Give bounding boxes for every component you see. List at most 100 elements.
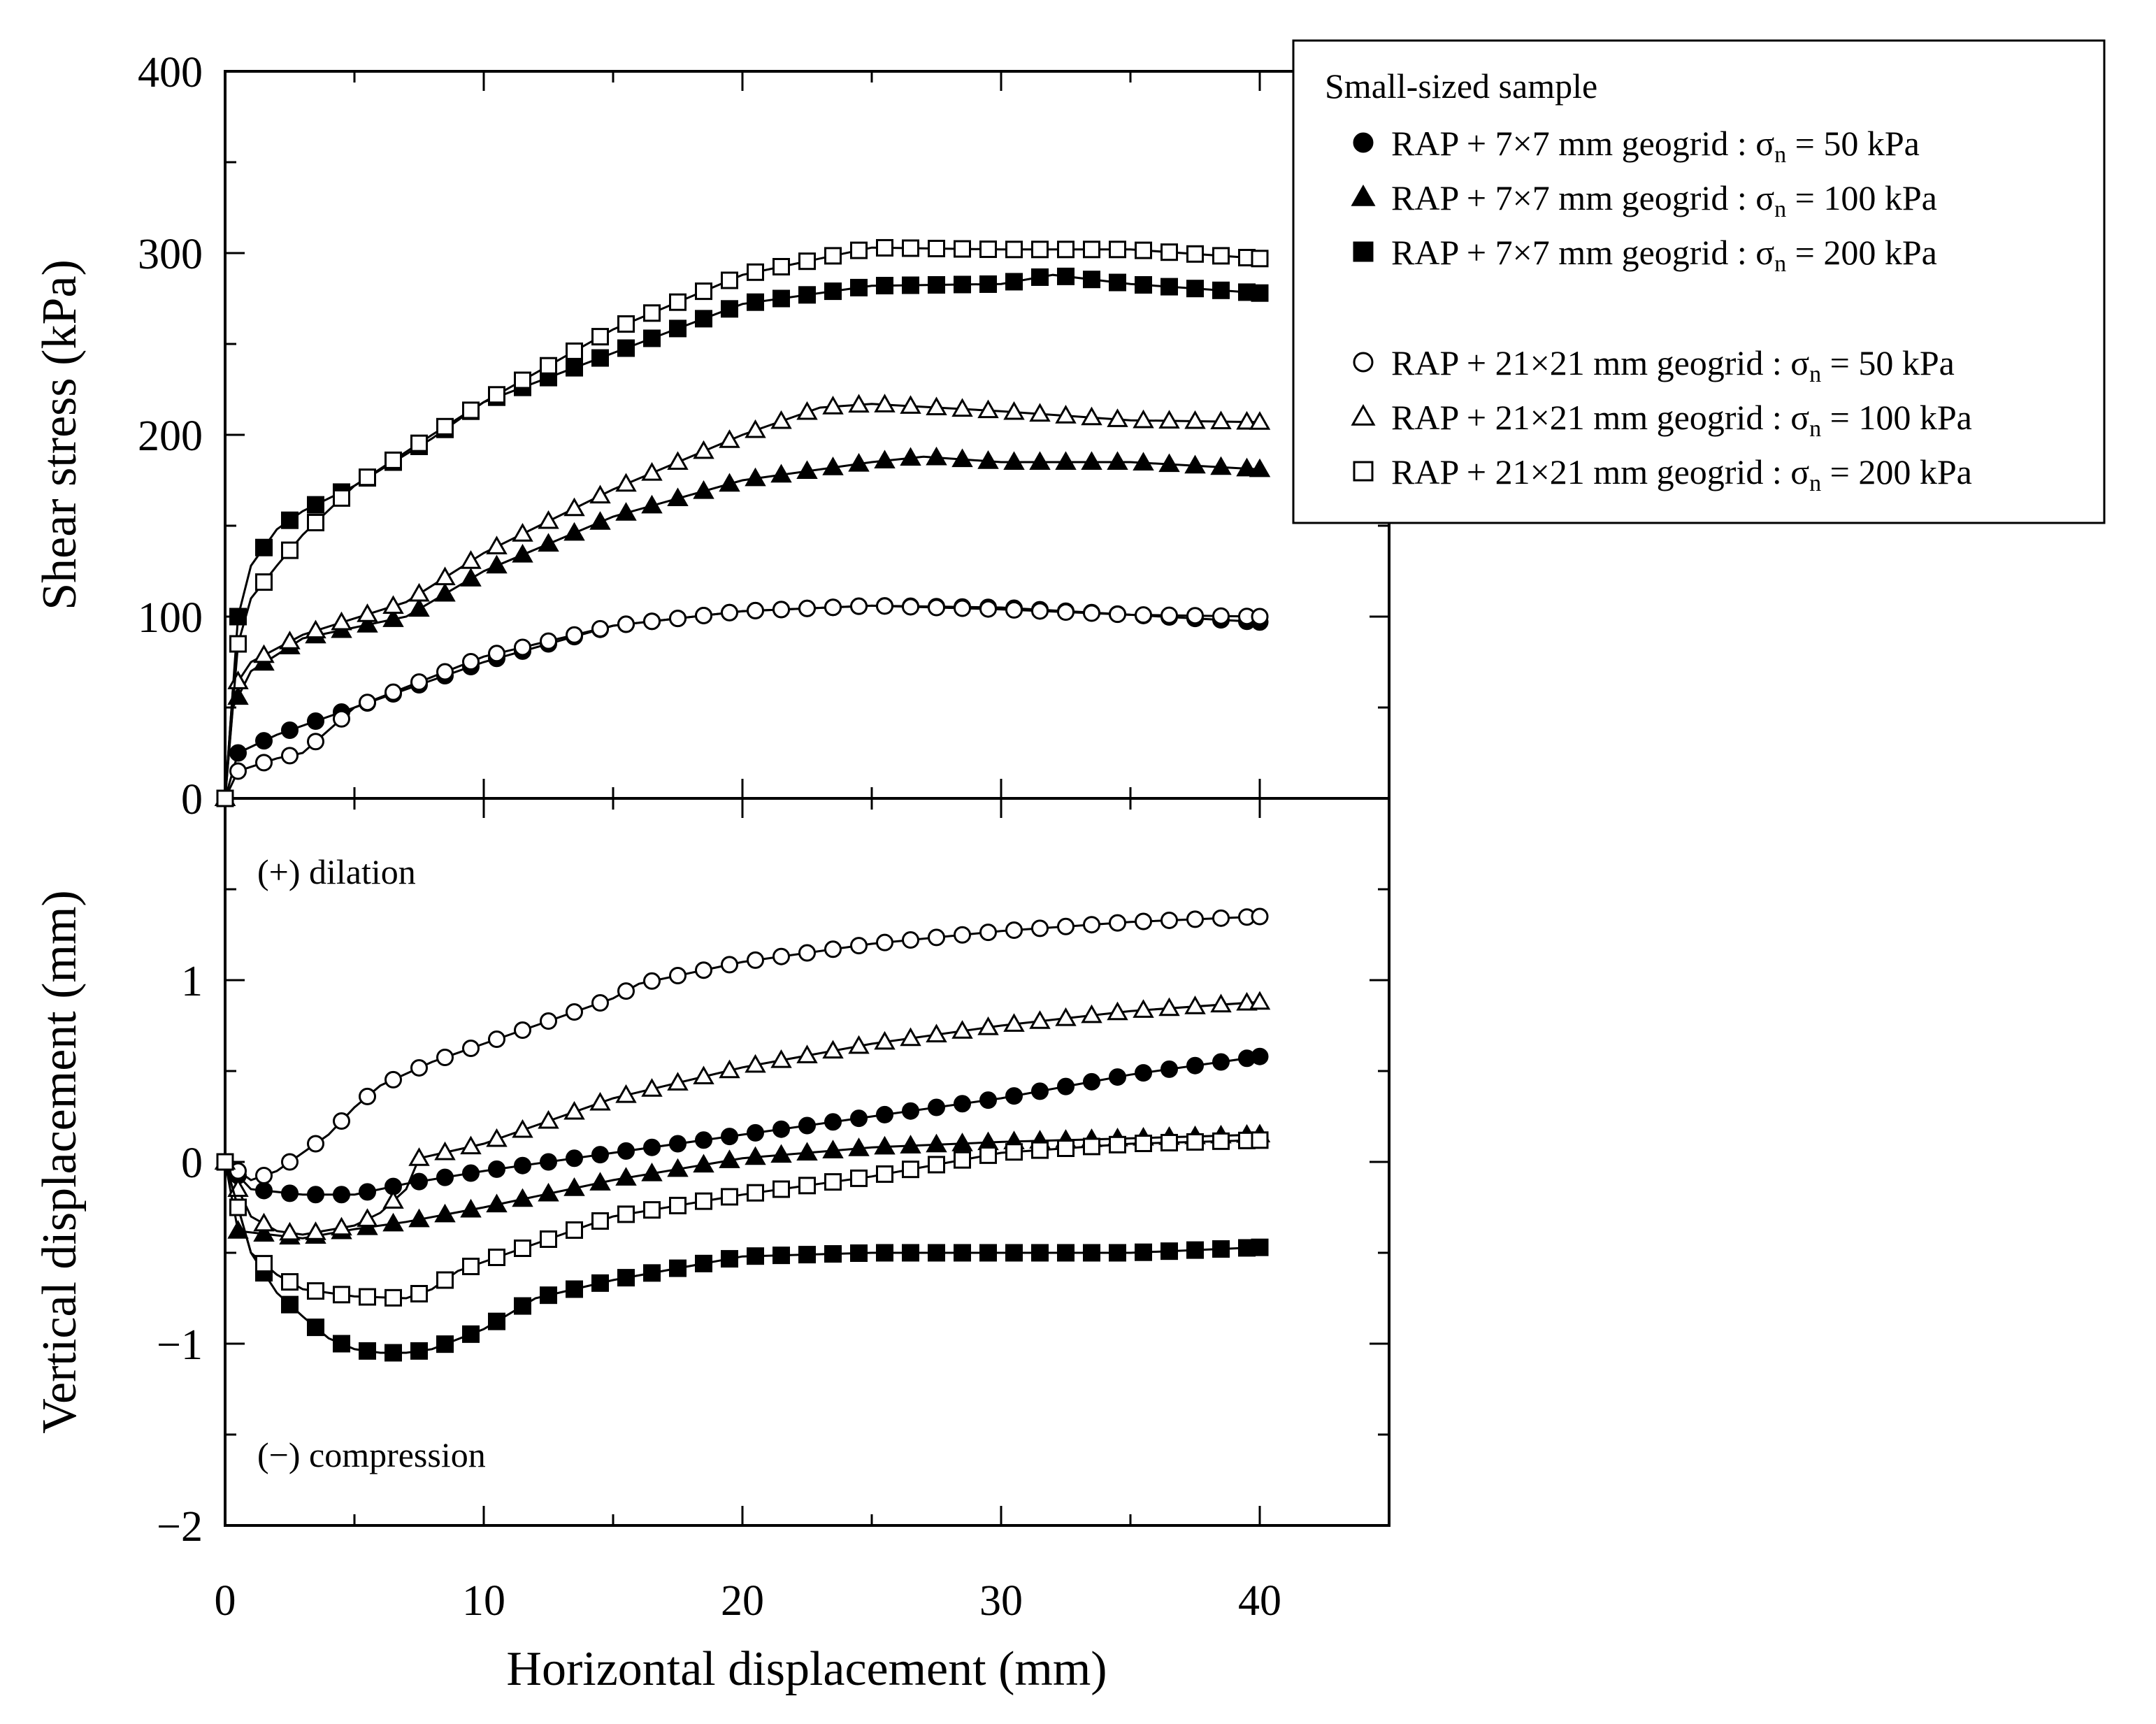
data-point: [385, 683, 402, 701]
data-point: [1160, 243, 1178, 261]
data-point: [643, 612, 661, 631]
data-point: [721, 603, 738, 622]
data-point: [954, 1244, 971, 1262]
data-point: [643, 1201, 661, 1219]
data-point: [1005, 601, 1023, 619]
data-point: [874, 394, 896, 412]
data-point: [591, 1274, 609, 1292]
data-point: [900, 395, 921, 414]
y-tick-label: −1: [157, 1321, 203, 1369]
data-point: [333, 1335, 350, 1353]
data-point: [874, 450, 896, 469]
data-point: [954, 599, 971, 617]
series-s21_50-vertical: [216, 907, 1269, 1184]
data-point: [434, 1203, 456, 1223]
data-point: [1160, 278, 1178, 296]
data-point: [951, 448, 973, 468]
data-point: [1005, 921, 1023, 939]
data-point: [951, 398, 973, 417]
y-tick-label: 100: [138, 594, 203, 642]
data-point: [408, 1208, 430, 1228]
data-point: [563, 1100, 585, 1120]
data-point: [1160, 1242, 1178, 1260]
data-point: [721, 271, 738, 289]
data-point: [486, 1128, 508, 1147]
data-point: [824, 247, 842, 265]
data-point: [979, 924, 997, 942]
data-point: [669, 293, 687, 311]
data-point: [1133, 999, 1154, 1018]
data-point: [591, 619, 609, 638]
data-point: [977, 399, 999, 419]
data-point: [460, 1198, 482, 1218]
data-point: [669, 610, 687, 628]
data-point: [747, 601, 764, 619]
data-point: [1236, 991, 1258, 1011]
series-s21_200-shear: [216, 238, 1269, 807]
series-s21_50-shear: [216, 597, 1269, 807]
data-point: [979, 275, 997, 293]
data-point: [693, 480, 714, 499]
data-point: [460, 1135, 482, 1155]
data-point: [850, 278, 868, 296]
data-point: [822, 396, 844, 415]
data-point: [822, 1140, 844, 1158]
data-point: [1251, 1131, 1269, 1149]
data-point: [772, 1120, 790, 1138]
legend-marker-s21_200: [1353, 461, 1374, 482]
data-point: [566, 626, 583, 644]
data-point: [1186, 607, 1204, 625]
y-tick-label: 0: [181, 1140, 203, 1187]
data-point: [563, 497, 585, 517]
data-point: [745, 419, 766, 438]
data-point: [824, 598, 842, 617]
data-point: [1135, 1134, 1152, 1152]
data-point: [1186, 1133, 1204, 1151]
data-point: [1212, 607, 1230, 625]
data-point: [357, 614, 378, 633]
data-point: [615, 1084, 637, 1103]
legend-entry-label: RAP + 21×21 mm geogrid : σn = 200 kPa: [1391, 452, 1972, 496]
data-point: [874, 1030, 896, 1050]
data-point: [641, 1162, 663, 1181]
data-point: [667, 1158, 689, 1177]
data-point: [253, 1223, 275, 1242]
data-point: [589, 511, 611, 530]
data-point: [333, 1112, 350, 1130]
data-point: [876, 597, 893, 615]
data-point: [253, 1212, 275, 1232]
data-point: [1184, 996, 1206, 1014]
data-point: [1186, 1056, 1204, 1075]
data-point: [255, 538, 273, 556]
data-point: [1186, 1241, 1204, 1259]
data-point: [216, 1153, 234, 1171]
data-point: [1135, 912, 1152, 931]
data-point: [229, 762, 247, 780]
data-point: [641, 461, 663, 481]
y-tick-label: 0: [181, 776, 203, 824]
legend-marker-s7_50: [1353, 132, 1374, 153]
data-point: [255, 573, 273, 591]
data-point: [695, 282, 712, 301]
data-point: [540, 1153, 557, 1171]
x-tick-labels: 0 10 20 30 40: [215, 1577, 1282, 1625]
data-point: [357, 603, 378, 622]
data-point: [1057, 267, 1075, 285]
data-point: [798, 1177, 816, 1195]
y-tick-label: 300: [138, 231, 203, 278]
data-point: [798, 944, 816, 962]
data-point: [669, 967, 687, 984]
data-point: [1005, 1244, 1023, 1262]
data-point: [255, 754, 273, 772]
data-point: [1057, 1077, 1075, 1096]
data-point: [745, 1146, 766, 1165]
data-point: [721, 1188, 738, 1206]
data-point: [566, 1149, 583, 1168]
series-layer: [214, 238, 1271, 1362]
data-point: [1031, 268, 1049, 286]
data-point: [772, 947, 790, 965]
data-point: [928, 276, 945, 294]
data-point: [928, 1244, 945, 1262]
data-point: [1210, 993, 1232, 1013]
data-point: [979, 1091, 997, 1109]
